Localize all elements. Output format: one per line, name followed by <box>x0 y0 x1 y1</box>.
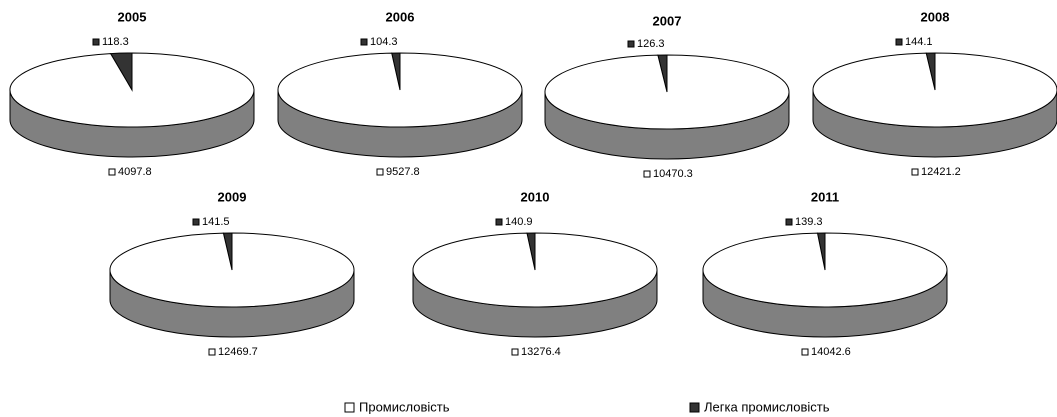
value-label: 14042.6 <box>811 346 851 358</box>
label-key <box>208 348 216 356</box>
value-label: 9527.8 <box>386 166 420 178</box>
legend-label: Легка промисловість <box>704 399 830 414</box>
chart-title: 2011 <box>811 189 839 204</box>
legend-label: Промисловість <box>359 399 450 414</box>
label-key <box>627 40 635 48</box>
label-key <box>192 218 200 226</box>
value-label: 141.5 <box>202 216 230 228</box>
value-label: 12469.7 <box>218 346 258 358</box>
label-key <box>376 168 384 176</box>
chart-title: 2008 <box>921 9 950 24</box>
label-key <box>785 218 793 226</box>
value-label: 140.9 <box>505 216 533 228</box>
legend-swatch <box>344 402 355 413</box>
label-key <box>495 218 503 226</box>
label-key <box>801 348 809 356</box>
value-label: 12421.2 <box>921 166 961 178</box>
value-label: 13276.4 <box>521 346 561 358</box>
label-key <box>360 38 368 46</box>
value-label: 118.3 <box>102 36 129 48</box>
label-key <box>511 348 519 356</box>
chart-title: 2005 <box>118 9 147 24</box>
pie-slice <box>544 54 790 130</box>
label-key <box>895 38 903 46</box>
value-label: 104.3 <box>370 36 398 48</box>
pie-slice <box>812 52 1057 128</box>
value-label: 139.3 <box>795 216 823 228</box>
pie-slice <box>277 52 523 128</box>
pie-slice <box>702 232 948 308</box>
label-key <box>108 168 116 176</box>
label-key <box>911 168 919 176</box>
chart-title: 2010 <box>521 189 550 204</box>
value-label: 144.1 <box>905 36 933 48</box>
pie-slice <box>109 232 355 308</box>
pie-slice <box>412 232 658 308</box>
value-label: 10470.3 <box>653 168 693 180</box>
chart-title: 2006 <box>386 9 415 24</box>
value-label: 4097.8 <box>118 166 152 178</box>
value-label: 126.3 <box>637 38 665 50</box>
legend-swatch <box>689 402 700 413</box>
pie-slice <box>9 52 255 128</box>
chart-title: 2009 <box>218 189 247 204</box>
chart-title: 2007 <box>653 13 682 28</box>
label-key <box>643 170 651 178</box>
label-key <box>92 38 100 46</box>
